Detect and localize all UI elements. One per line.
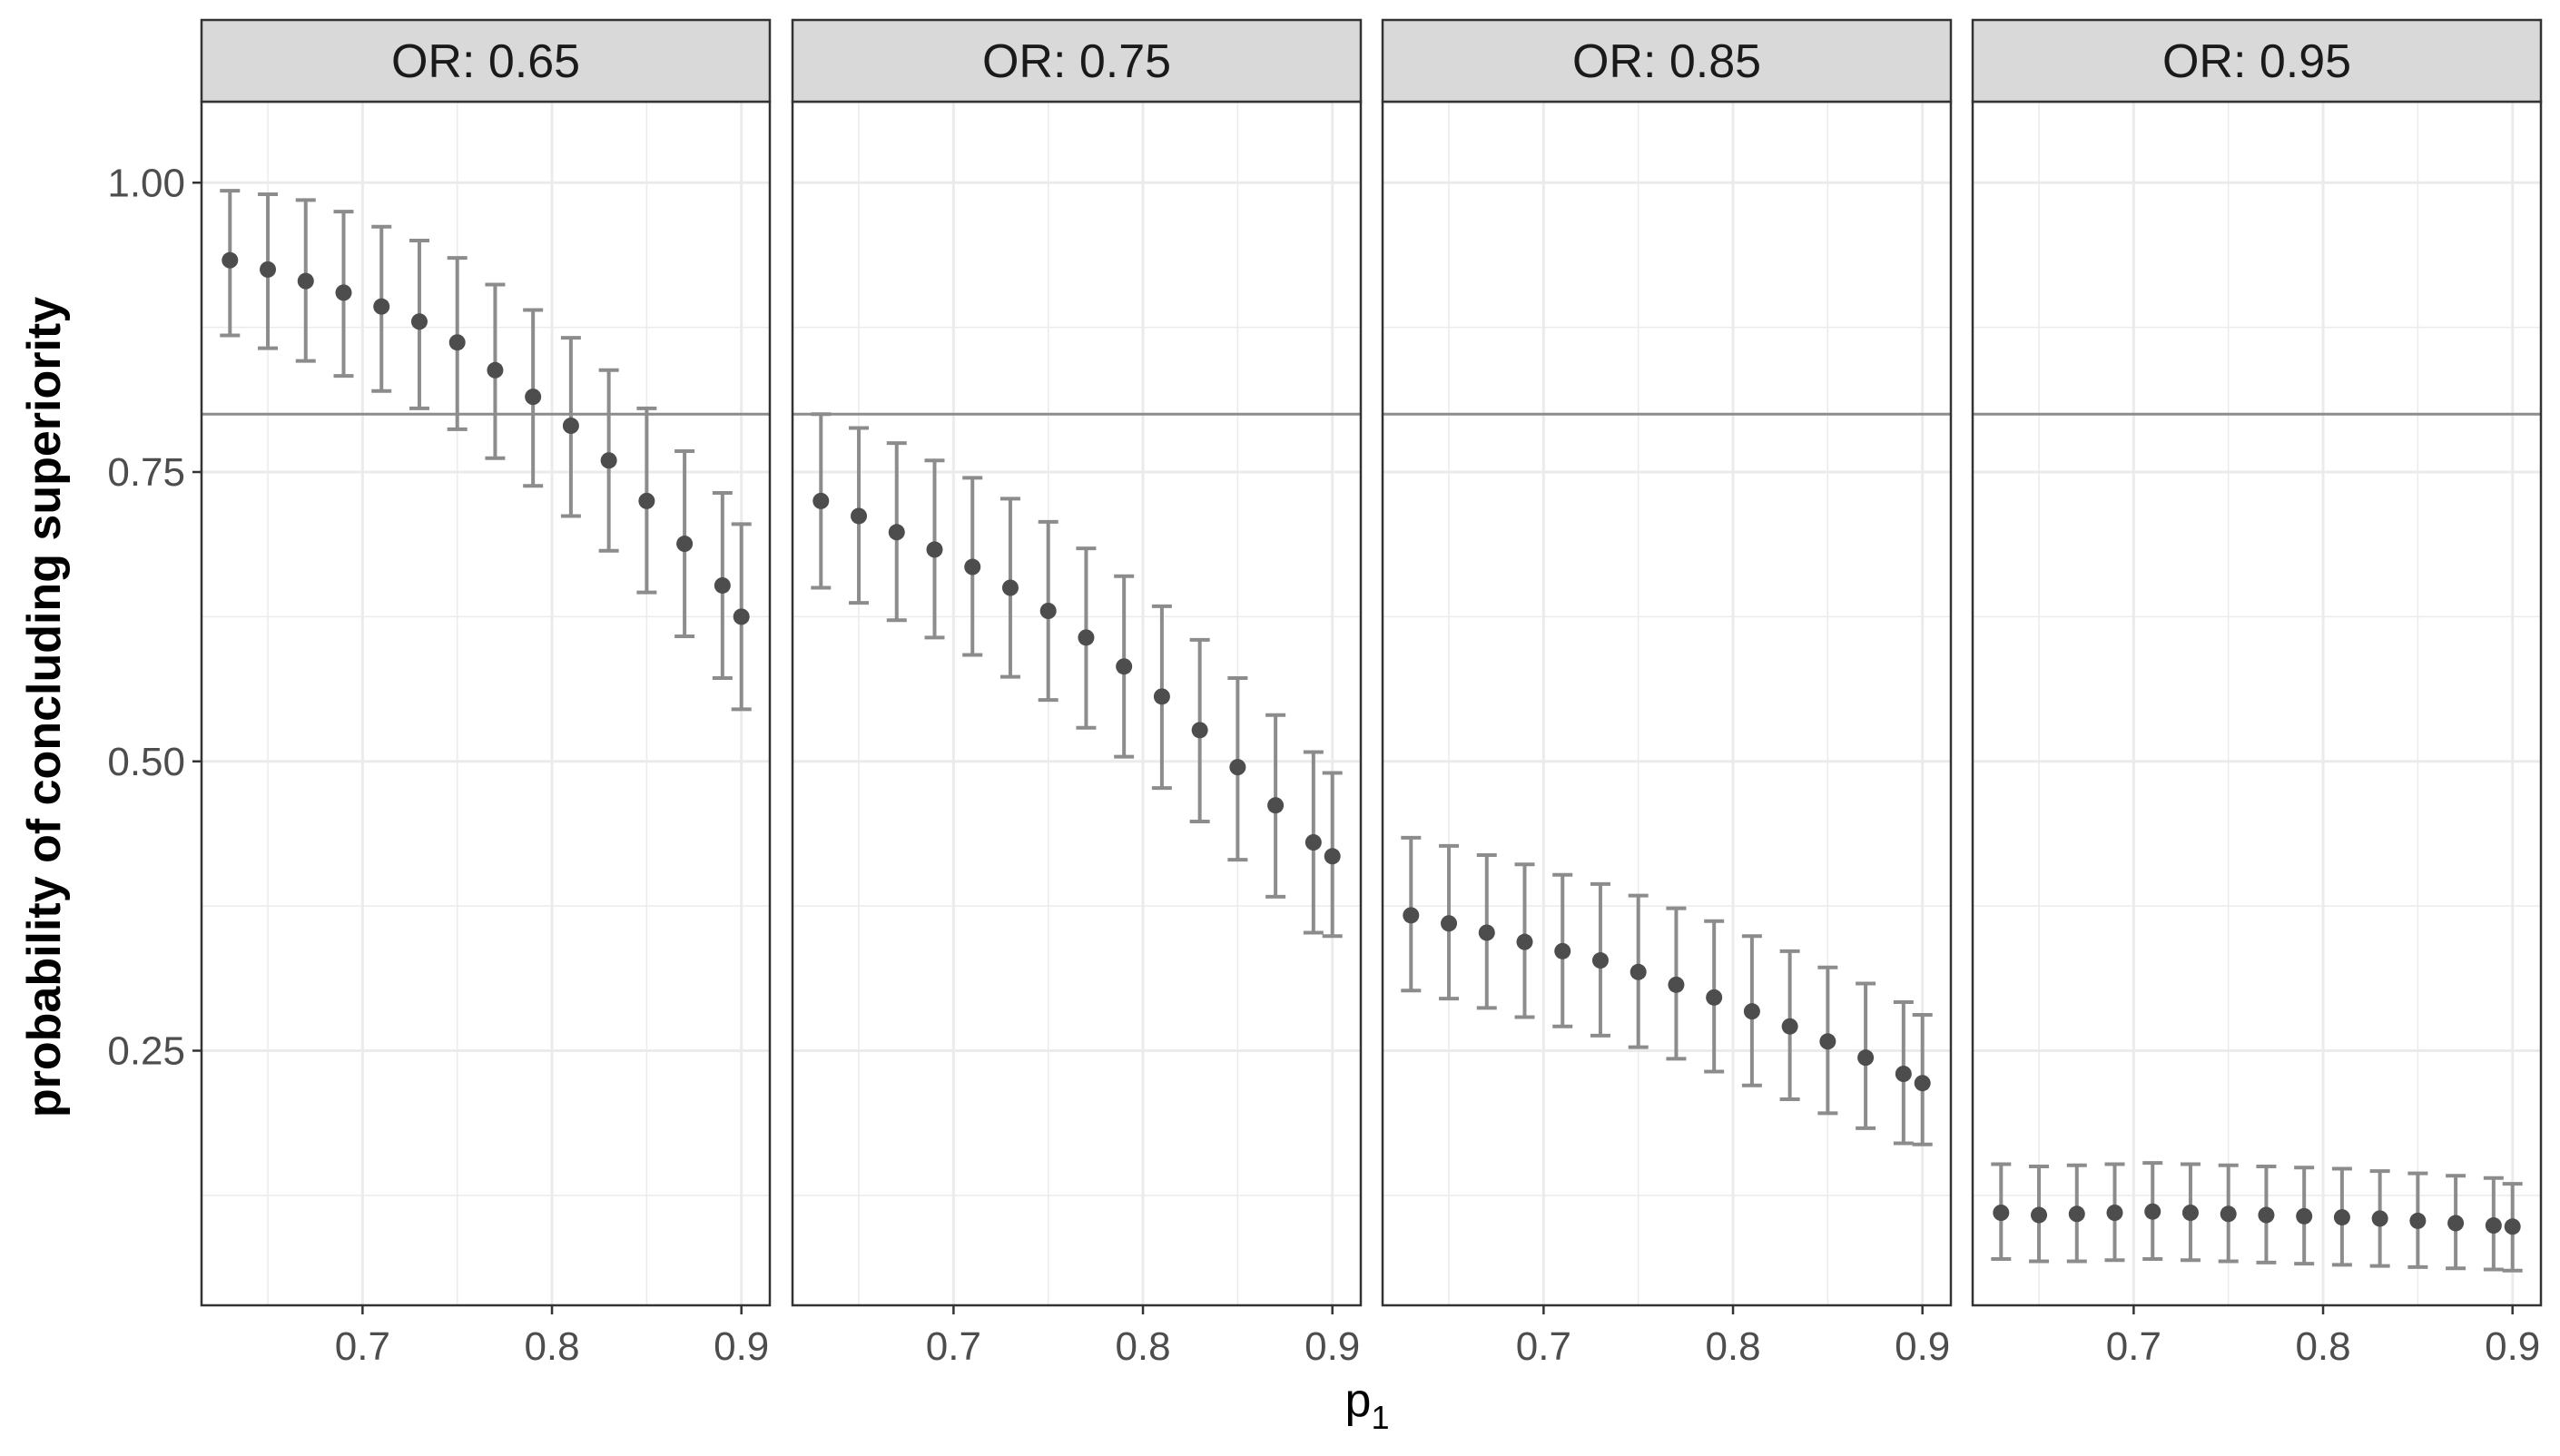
data-point [714, 576, 731, 594]
data-point [1516, 933, 1533, 950]
data-point [1478, 924, 1495, 941]
data-point [733, 608, 750, 625]
data-point [2106, 1205, 2123, 1221]
x-tick-label: 0.9 [2485, 1324, 2540, 1369]
x-tick-label: 0.9 [714, 1324, 769, 1369]
facet-strip-label: OR: 0.85 [1572, 35, 1761, 88]
x-tick-label: 0.7 [1516, 1324, 1571, 1369]
data-point [1229, 759, 1246, 776]
x-tick-label: 0.9 [1305, 1324, 1360, 1369]
data-point [1153, 688, 1170, 705]
x-tick-label: 0.8 [1705, 1324, 1760, 1369]
data-point [1116, 658, 1133, 675]
data-point [2371, 1210, 2388, 1227]
data-point [335, 284, 352, 301]
data-point [410, 313, 428, 330]
facet-strip [1381, 18, 1953, 103]
data-point [1403, 907, 1420, 924]
data-point [676, 536, 694, 553]
data-point [2144, 1203, 2161, 1220]
facet-strip [1971, 18, 2543, 103]
data-point [888, 524, 905, 541]
data-point [1591, 952, 1609, 969]
y-tick-label: 1.00 [107, 161, 185, 205]
data-point [1668, 976, 1685, 993]
data-point [297, 272, 314, 290]
data-point [2296, 1207, 2313, 1225]
facet-panel-1: OR: 0.65 0.7 0.8 0.9 [200, 18, 772, 1369]
x-axis-title: p1 [1345, 1374, 1390, 1436]
data-point [562, 418, 579, 434]
data-point [260, 261, 277, 278]
data-point [525, 389, 542, 406]
data-point [1706, 989, 1723, 1006]
data-point [1743, 1003, 1760, 1020]
panel-background [793, 102, 1361, 1305]
data-point [1191, 722, 1208, 739]
y-axis-title: probability of concluding superiority [18, 297, 71, 1117]
data-point [1819, 1033, 1836, 1050]
data-point [851, 507, 868, 525]
data-point [812, 492, 830, 509]
x-tick-label: 0.7 [2106, 1324, 2161, 1369]
data-point [1039, 603, 1057, 619]
y-axis: 0.25 0.50 0.75 1.00 [107, 161, 202, 1074]
facet-panel-3: OR: 0.85 0.7 0.8 0.9 [1381, 18, 1953, 1369]
facet-panel-2: OR: 0.75 0.7 0.8 0.9 [791, 18, 1363, 1369]
data-point [2333, 1209, 2350, 1226]
x-axis-title-main: p [1345, 1374, 1372, 1427]
data-point [1895, 1066, 1912, 1082]
data-point [448, 334, 466, 351]
panel-background [202, 102, 770, 1305]
data-point [1441, 915, 1458, 932]
y-tick-label: 0.75 [107, 450, 185, 495]
data-point [638, 492, 655, 509]
data-point [2258, 1206, 2275, 1224]
data-point [1267, 797, 1285, 814]
panel-background [1383, 102, 1951, 1305]
facet-strip [791, 18, 1363, 103]
facet-panels: OR: 0.650.7 0.8 0.9OR: 0.750.7 0.8 0.9OR: 0.… [200, 18, 2543, 1369]
data-point [1078, 629, 1095, 646]
facet-strip-label: OR: 0.95 [2162, 35, 2351, 88]
data-point [2031, 1206, 2048, 1224]
x-axis-title-subscript: 1 [1371, 1399, 1389, 1436]
data-point [1324, 848, 1341, 865]
facet-strip-label: OR: 0.75 [982, 35, 1171, 88]
y-tick-label: 0.25 [107, 1029, 185, 1074]
facet-strip [200, 18, 772, 103]
x-tick-label: 0.7 [335, 1324, 390, 1369]
data-point [1914, 1075, 1931, 1092]
data-point [2504, 1218, 2521, 1235]
facet-strip-label: OR: 0.65 [391, 35, 580, 88]
data-point [1001, 579, 1019, 596]
panel-background [1973, 102, 2541, 1305]
data-point [1993, 1205, 2010, 1221]
x-tick-label: 0.9 [1895, 1324, 1950, 1369]
data-point [487, 361, 504, 379]
x-tick-label: 0.8 [2295, 1324, 2350, 1369]
x-tick-label: 0.7 [926, 1324, 981, 1369]
data-point [2220, 1205, 2237, 1223]
x-tick-label: 0.8 [524, 1324, 579, 1369]
data-point [2447, 1215, 2465, 1232]
data-point [2485, 1217, 2502, 1235]
data-point [926, 541, 943, 558]
data-point [222, 251, 239, 269]
data-point [1781, 1018, 1798, 1035]
data-point [1630, 963, 1647, 980]
data-point [1554, 942, 1571, 959]
facet-panel-4: OR: 0.95 0.7 0.8 0.9 [1971, 18, 2543, 1369]
data-point [964, 558, 981, 576]
data-point [600, 452, 617, 469]
data-point [1857, 1049, 1875, 1067]
y-tick-label: 0.50 [107, 740, 185, 784]
data-point [373, 298, 390, 315]
data-point [2068, 1205, 2085, 1223]
data-point [2409, 1212, 2427, 1229]
x-tick-label: 0.8 [1115, 1324, 1170, 1369]
data-point [2181, 1205, 2199, 1221]
data-point [1305, 834, 1322, 851]
